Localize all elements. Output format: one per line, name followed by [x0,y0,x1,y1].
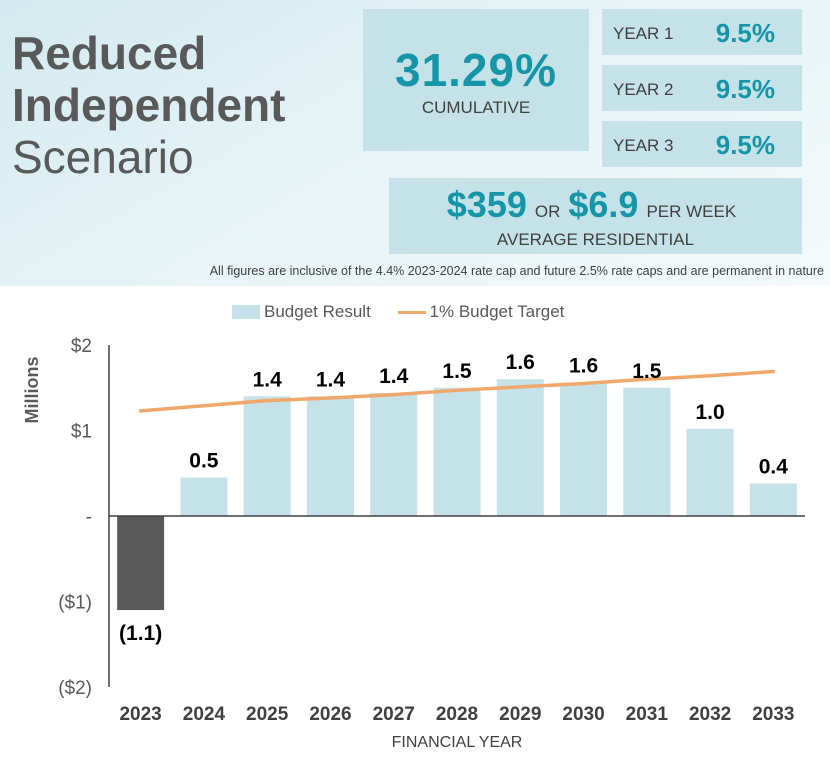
average-amounts: $359 OR $6.9 PER WEEK [389,184,802,226]
data-label-2031: 1.5 [632,360,662,383]
average-residential-label: AVERAGE RESIDENTIAL [496,230,695,249]
data-label-2030: 1.6 [569,355,598,378]
page-title: Reduced Independent Scenario [12,30,285,180]
data-label-2033: 0.4 [759,456,789,479]
year-2-value: 9.5% [715,74,775,104]
legend-item-budget-target: 1% Budget Target [397,301,565,322]
y-tick-label: - [86,507,92,528]
legend-item-budget-result: Budget Result [232,302,371,322]
weekly-amount: $6.9 [568,184,639,225]
x-tick-label-2026: 2026 [309,704,351,725]
x-tick-label-2033: 2033 [752,704,794,725]
year-1-label: YEAR 1 [613,24,674,43]
bar-2025 [243,396,291,516]
data-label-2032: 1.0 [695,401,724,424]
bar-2032 [686,428,734,516]
legend-swatch-bar [232,305,260,320]
year-3-value: 9.5% [715,130,775,160]
year-2-box: YEAR 2 9.5% [602,65,802,111]
x-axis-title: FINANCIAL YEAR [392,734,523,751]
x-tick-label-2023: 2023 [119,704,161,725]
x-tick-label-2027: 2027 [373,704,415,725]
title-line-3: Scenario [12,131,194,183]
bar-2024 [180,477,228,516]
bar-2030 [560,382,608,516]
target-line [138,369,776,413]
annual-amount: $359 [446,184,527,225]
bar-2023 [117,516,165,611]
chart-legend: Budget Result 1% Budget Target [232,301,586,322]
legend-label-budget-result: Budget Result [264,301,371,321]
bar-2031 [623,387,671,516]
y-tick-label: $1 [71,422,92,443]
y-tick-label: ($2) [58,678,92,699]
x-tick-label-2028: 2028 [436,704,478,725]
cumulative-label: CUMULATIVE [421,98,531,117]
year-1-box: YEAR 1 9.5% [602,9,802,55]
data-label-2024: 0.5 [189,450,219,473]
x-tick-label-2024: 2024 [183,704,226,725]
y-tick-label: ($1) [58,593,92,614]
y-tick-label: $2 [71,336,92,357]
data-label-2029: 1.6 [506,351,535,374]
bar-2033 [749,483,797,516]
legend-swatch-line [397,310,426,314]
x-tick-label-2031: 2031 [626,704,669,725]
data-label-2026: 1.4 [316,368,346,391]
data-label-2025: 1.4 [253,368,283,391]
average-residential-box: $359 OR $6.9 PER WEEK AVERAGE RESIDENTIAL [389,178,802,254]
year-2-label: YEAR 2 [613,80,674,99]
bar-2029 [496,379,544,516]
x-tick-label-2030: 2030 [562,704,604,725]
title-line-2: Independent [12,79,286,131]
x-tick-label-2025: 2025 [246,704,289,725]
x-tick-label-2029: 2029 [499,704,541,725]
bar-2028 [433,387,481,516]
data-label-2028: 1.5 [442,360,472,383]
or-label: OR [534,202,561,221]
cumulative-box: 31.29% CUMULATIVE [363,9,589,151]
y-axis-title: Millions [22,357,42,424]
header-banner: Reduced Independent Scenario 31.29% CUMU… [0,0,830,286]
budget-chart: (1.1) 0.5 1.4 1.4 1.4 1.5 1.6 1.6 1.5 1.0 0.4 $2 $1 -… [22,336,805,751]
bar-2027 [370,392,418,516]
bar-2026 [306,396,354,516]
per-week-label: PER WEEK [646,202,737,221]
title-line-1: Reduced [12,27,207,79]
x-tick-label-2032: 2032 [689,704,731,725]
footnote: All figures are inclusive of the 4.4% 20… [209,264,824,278]
data-label-2027: 1.4 [379,365,409,388]
legend-label-budget-target: 1% Budget Target [429,301,565,321]
year-3-box: YEAR 3 9.5% [602,121,802,167]
year-3-label: YEAR 3 [613,136,674,155]
data-label-2023: (1.1) [119,622,162,645]
cumulative-value: 31.29% [394,44,557,96]
year-1-value: 9.5% [715,18,775,48]
